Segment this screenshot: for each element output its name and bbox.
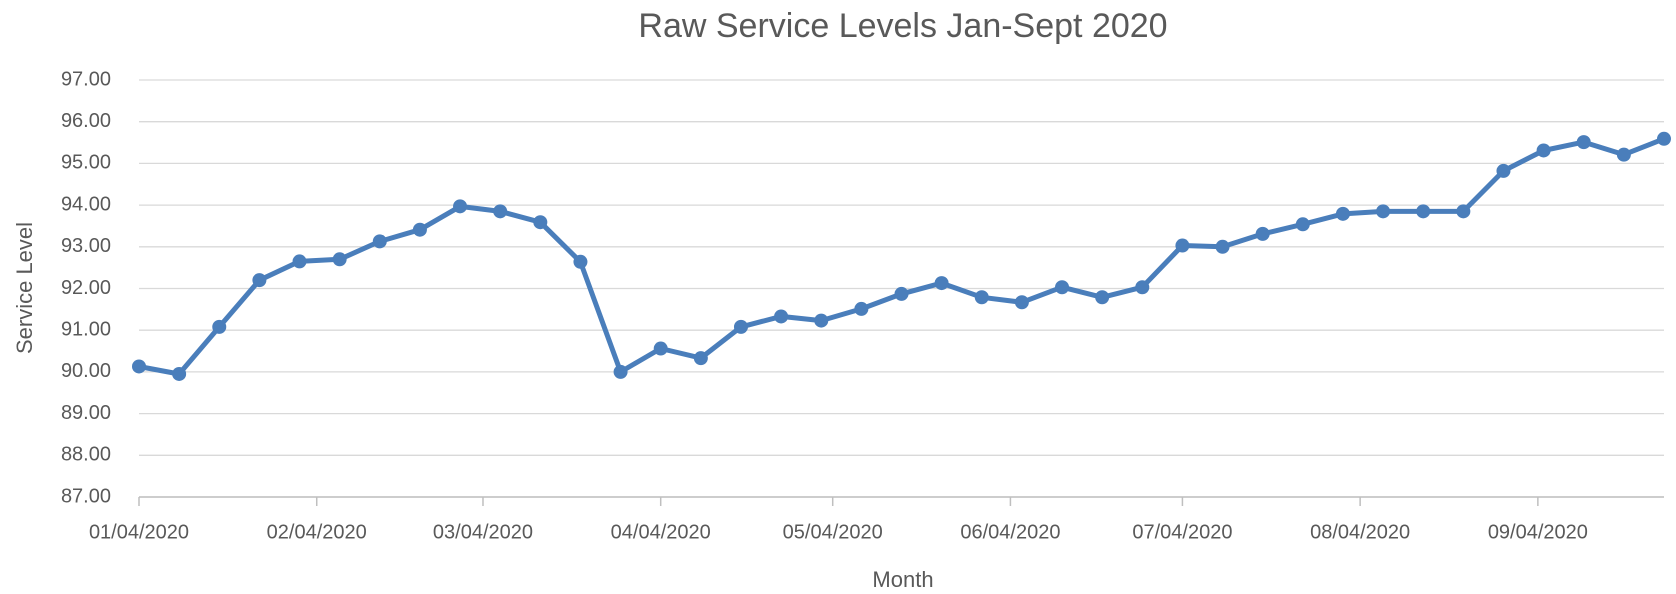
marker: [533, 215, 548, 230]
marker: [212, 319, 227, 334]
x-axis-title: Month: [872, 567, 933, 592]
x-tick-label: 07/04/2020: [1132, 521, 1232, 543]
marker: [1295, 217, 1310, 232]
marker: [1095, 290, 1110, 305]
marker: [1576, 135, 1591, 150]
chart-title: Raw Service Levels Jan-Sept 2020: [638, 7, 1167, 45]
marker: [1376, 204, 1391, 219]
marker: [453, 199, 468, 214]
y-tick-label: 95.00: [61, 152, 111, 174]
marker: [854, 301, 869, 316]
marker: [412, 222, 427, 237]
marker: [1175, 238, 1190, 253]
y-tick-label: 87.00: [61, 485, 111, 507]
marker: [292, 254, 307, 269]
marker: [1456, 204, 1471, 219]
marker: [774, 309, 789, 324]
marker: [1135, 280, 1150, 295]
y-axis-title: Service Level: [12, 222, 37, 354]
line: [138, 136, 1665, 377]
marker: [252, 273, 267, 288]
x-tick-label: 08/04/2020: [1310, 521, 1410, 543]
x-tick-label: 05/04/2020: [783, 521, 883, 543]
y-tick-label: 94.00: [61, 193, 111, 215]
marker: [493, 204, 508, 219]
y-tick-label: 88.00: [61, 444, 111, 466]
marker: [332, 252, 347, 267]
x-tick-label: 02/04/2020: [267, 521, 367, 543]
y-tick-label: 96.00: [61, 110, 111, 132]
marker: [1014, 295, 1029, 310]
marker: [1215, 239, 1230, 254]
y-tick-label: 97.00: [61, 68, 111, 90]
marker: [1335, 206, 1350, 221]
y-tick-label: 93.00: [61, 235, 111, 257]
marker: [1536, 143, 1551, 158]
marker: [1416, 204, 1431, 219]
marker: [894, 286, 909, 301]
marker: [1255, 226, 1270, 241]
marker: [693, 351, 708, 366]
y-tick-label: 91.00: [61, 318, 111, 340]
marker: [653, 341, 668, 356]
marker: [1657, 131, 1671, 146]
x-tick-label: 09/04/2020: [1488, 521, 1588, 543]
x-tick-label: 01/04/2020: [89, 521, 189, 543]
marker: [132, 359, 146, 374]
y-tick-label: 89.00: [61, 402, 111, 424]
marker: [1055, 280, 1070, 295]
x-tick-label: 03/04/2020: [433, 521, 533, 543]
x-tick-label: 04/04/2020: [611, 521, 711, 543]
marker: [1496, 163, 1511, 178]
marker: [1616, 147, 1631, 162]
marker: [573, 254, 588, 269]
marker: [814, 313, 829, 328]
marker: [934, 276, 949, 291]
x-tick-label: 06/04/2020: [960, 521, 1060, 543]
marker: [172, 366, 187, 381]
marker: [974, 290, 989, 305]
y-tick-label: 92.00: [61, 277, 111, 299]
marker: [613, 364, 628, 379]
marker: [372, 234, 387, 249]
marker: [733, 319, 748, 334]
y-tick-label: 90.00: [61, 360, 111, 382]
